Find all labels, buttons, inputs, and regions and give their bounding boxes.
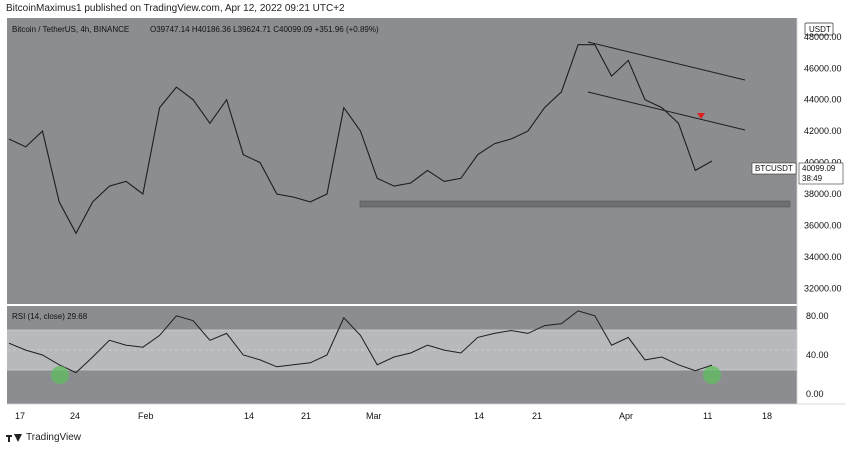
rsi-y-ticks: 80.00 40.00 0.00 bbox=[806, 311, 829, 399]
rsi-y-tick-label: 80.00 bbox=[806, 311, 829, 321]
price-y-tick-label: 46000.00 bbox=[804, 63, 842, 73]
x-tick-label: 11 bbox=[703, 411, 712, 421]
price-tag-symbol-box bbox=[751, 162, 797, 175]
x-tick-label: 18 bbox=[762, 411, 772, 421]
x-tick-label: Feb bbox=[138, 411, 154, 421]
red-triangle-marker bbox=[697, 113, 705, 119]
price-tag-symbol: BTCUSDT bbox=[755, 164, 793, 173]
rsi-series-line bbox=[8, 310, 713, 374]
currency-badge-label: USDT bbox=[809, 25, 831, 34]
price-panel-background bbox=[7, 18, 797, 304]
support-zone bbox=[359, 200, 791, 208]
rsi-oversold-highlight-apr bbox=[703, 366, 721, 384]
price-chart: Bitcoin / TetherUS, 4h, BINANCE O39747.1… bbox=[7, 18, 846, 421]
rsi-oversold-highlight-jan bbox=[51, 366, 69, 384]
x-tick-label: Apr bbox=[619, 411, 633, 421]
x-tick-label: 21 bbox=[532, 411, 542, 421]
x-tick-label: 14 bbox=[474, 411, 484, 421]
rsi-y-tick-label: 0.00 bbox=[806, 389, 824, 399]
footer: TradingView bbox=[6, 432, 81, 443]
currency-badge[interactable] bbox=[804, 22, 834, 36]
symbol-legend: Bitcoin / TetherUS, 4h, BINANCE bbox=[12, 25, 129, 34]
x-axis-ticks: 17 24 Feb 14 21 Mar 14 21 Apr 11 18 bbox=[15, 411, 772, 421]
price-tag-value: 40099.09 bbox=[802, 164, 836, 173]
footer-brand: TradingView bbox=[26, 432, 82, 443]
price-axis bbox=[797, 18, 846, 404]
channel-lower-line bbox=[587, 91, 746, 131]
rsi-legend: RSI (14, close) 29.68 bbox=[12, 312, 88, 321]
x-tick-label: 17 bbox=[15, 411, 25, 421]
x-tick-label: 14 bbox=[244, 411, 254, 421]
price-y-tick-label: 42000.00 bbox=[804, 126, 842, 136]
price-y-tick-label: 32000.00 bbox=[804, 283, 842, 293]
ohlc-legend: O39747.14 H40186.36 L39624.71 C40099.09 … bbox=[150, 25, 379, 34]
x-tick-label: 21 bbox=[301, 411, 311, 421]
x-tick-label: Mar bbox=[366, 411, 382, 421]
price-tag-box bbox=[798, 162, 844, 185]
rsi-band bbox=[7, 330, 797, 370]
price-y-tick-label: 36000.00 bbox=[804, 220, 842, 230]
price-tag-countdown: 38:49 bbox=[802, 174, 823, 183]
channel-upper-line bbox=[587, 41, 746, 81]
price-y-tick-label: 38000.00 bbox=[804, 189, 842, 199]
tradingview-logo-icon bbox=[6, 433, 22, 443]
rsi-y-tick-label: 40.00 bbox=[806, 350, 829, 360]
price-series-line bbox=[8, 44, 713, 235]
price-y-tick-label: 34000.00 bbox=[804, 252, 842, 262]
published-header: BitcoinMaximus1 published on TradingView… bbox=[6, 3, 345, 14]
price-y-ticks: 48000.00 46000.00 44000.00 42000.00 40000.00… bbox=[804, 32, 842, 293]
x-tick-label: 24 bbox=[70, 411, 80, 421]
price-y-tick-label: 40000.00 bbox=[804, 158, 842, 168]
price-y-tick-label: 48000.00 bbox=[804, 32, 842, 42]
price-y-tick-label: 44000.00 bbox=[804, 95, 842, 105]
